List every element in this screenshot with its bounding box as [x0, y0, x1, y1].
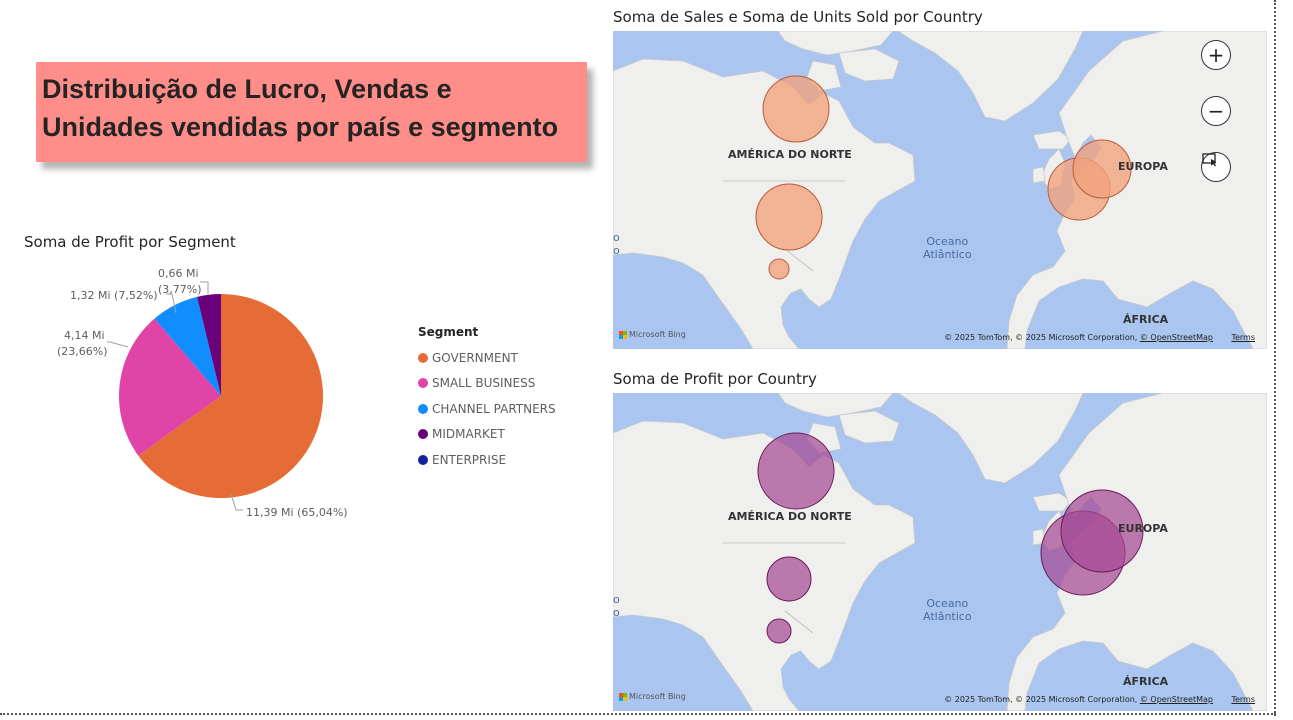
country-borders: [723, 542, 845, 634]
canvas-border-right: [1274, 0, 1276, 716]
label-africa: ÁFRICA: [1123, 313, 1169, 326]
pie-slice-channel-partners[interactable]: [154, 296, 221, 396]
land-shape: [838, 410, 900, 444]
data-label-midmarket-pct: (3,77%): [158, 283, 202, 296]
map-canvas[interactable]: [613, 393, 1267, 711]
legend-dot: [418, 352, 428, 363]
legend-item-enterprise[interactable]: ENTERPRISE: [418, 447, 556, 473]
bubble-canada[interactable]: [757, 432, 835, 510]
bubble-germany[interactable]: [1072, 139, 1132, 199]
land-shape: [1032, 130, 1072, 150]
country-borders: [723, 180, 845, 272]
bubble-united-states[interactable]: [755, 183, 823, 251]
sales-map-title: Soma de Sales e Soma de Units Sold por C…: [613, 8, 983, 26]
land-shape: [897, 393, 1084, 484]
data-label-midmarket-value: 0,66 Mi: [158, 267, 199, 280]
label-europe: EUROPA: [1118, 522, 1168, 535]
map-canvas[interactable]: [613, 31, 1267, 349]
pie-slice-government[interactable]: [138, 294, 324, 498]
pie-slice-small-business[interactable]: [119, 318, 221, 456]
bubble-germany[interactable]: [1060, 489, 1144, 573]
legend-item-government[interactable]: GOVERNMENT: [418, 345, 556, 371]
label-europe: EUROPA: [1118, 160, 1168, 173]
report-title-line2: Unidades vendidas por país e segmento: [42, 112, 559, 142]
report-title: Distribuição de Lucro, Vendas e Unidades…: [42, 70, 558, 146]
microsoft-logo-icon: [619, 330, 627, 339]
pie-legend: Segment GOVERNMENT SMALL BUSINESS CHANNE…: [418, 325, 556, 473]
bubble-mexico[interactable]: [768, 258, 790, 280]
selection-tool-icon[interactable]: [1201, 152, 1231, 182]
legend-title: Segment: [418, 325, 479, 339]
land-shape: [838, 48, 900, 82]
label-africa: ÁFRICA: [1123, 675, 1169, 688]
legend-item-midmarket[interactable]: MIDMARKET: [418, 422, 556, 448]
map-attribution: © 2025 TomTom, © 2025 Microsoft Corporat…: [944, 695, 1213, 704]
bubble-united-states[interactable]: [766, 556, 812, 602]
openstreetmap-link[interactable]: © OpenStreetMap: [1139, 333, 1213, 342]
terms-link[interactable]: Terms: [1231, 695, 1255, 704]
legend-dot: [418, 429, 428, 440]
pie-chart[interactable]: 11,39 Mi (65,04%) 4,14 Mi (23,66%) 1,32 …: [0, 240, 600, 560]
report-title-line1: Distribuição de Lucro, Vendas e: [42, 74, 452, 104]
profit-map[interactable]: AMÉRICA DO NORTE EUROPA ÁFRICA Oceano Atl…: [613, 393, 1267, 711]
openstreetmap-link[interactable]: © OpenStreetMap: [1139, 695, 1213, 704]
land-shape: [1032, 492, 1072, 512]
leader-line-channel-partners: [166, 293, 177, 314]
label-atlantic-ocean: Oceano Atlântico: [923, 597, 972, 623]
label-atlantic-ocean: Oceano Atlântico: [923, 235, 972, 261]
zoom-out-button[interactable]: −: [1201, 96, 1231, 126]
leader-line-midmarket: [200, 281, 209, 294]
bubble-canada[interactable]: [762, 75, 830, 143]
bing-logo: Microsoft Bing: [619, 330, 686, 339]
leader-line-small-business: [107, 341, 129, 348]
profit-map-title: Soma de Profit por Country: [613, 370, 817, 388]
terms-link[interactable]: Terms: [1231, 333, 1255, 342]
label-north-america: AMÉRICA DO NORTE: [728, 510, 852, 523]
data-label-small-business-value: 4,14 Mi: [64, 329, 105, 342]
bing-logo: Microsoft Bing: [619, 692, 686, 701]
land-shape: [1032, 166, 1046, 184]
pie-slice-midmarket[interactable]: [197, 294, 221, 396]
pie-chart-title: Soma de Profit por Segment: [24, 233, 236, 251]
legend-dot: [418, 403, 428, 414]
report-title-box: Distribuição de Lucro, Vendas e Unidades…: [36, 62, 587, 162]
label-north-america: AMÉRICA DO NORTE: [728, 148, 852, 161]
leader-line-government: [230, 493, 243, 511]
canvas-border-bottom: [0, 713, 1276, 715]
zoom-in-button[interactable]: +: [1201, 40, 1231, 70]
data-label-government: 11,39 Mi (65,04%): [246, 506, 348, 519]
legend-dot: [418, 378, 428, 389]
map-attribution: © 2025 TomTom, © 2025 Microsoft Corporat…: [944, 333, 1213, 342]
legend-item-channel-partners[interactable]: CHANNEL PARTNERS: [418, 396, 556, 422]
land-shape: [897, 31, 1084, 122]
legend-item-small-business[interactable]: SMALL BUSINESS: [418, 371, 556, 397]
legend-dot: [418, 454, 428, 465]
bubble-mexico[interactable]: [766, 618, 792, 644]
data-label-small-business-pct: (23,66%): [57, 345, 108, 358]
data-label-channel-partners: 1,32 Mi (7,52%): [70, 289, 158, 302]
sales-map[interactable]: AMÉRICA DO NORTE EUROPA ÁFRICA Oceano Atl…: [613, 31, 1267, 349]
microsoft-logo-icon: [619, 692, 627, 701]
